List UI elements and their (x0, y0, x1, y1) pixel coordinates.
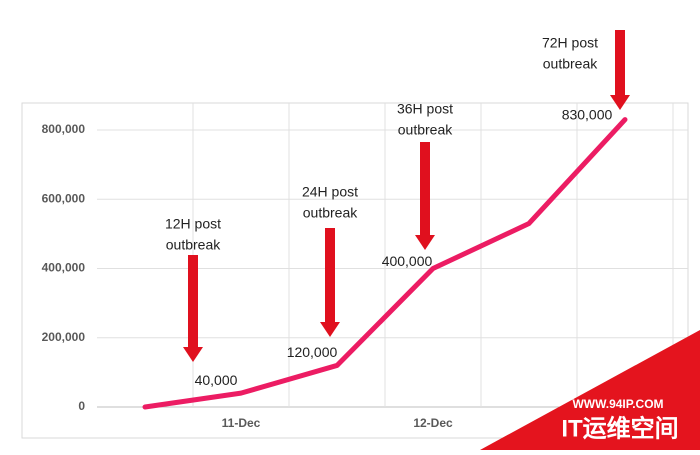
watermark-url: WWW.94IP.COM (572, 397, 663, 411)
watermark-triangle (480, 330, 700, 450)
arrow-head (415, 235, 435, 250)
annotation: outbreak (543, 56, 598, 72)
arrow-shaft (325, 228, 335, 323)
data-line (142, 117, 628, 410)
chart-border (21, 102, 689, 439)
y-tick-label: 600,000 (42, 191, 86, 205)
y-tick-label: 200,000 (42, 330, 86, 344)
annotation: outbreak (303, 205, 358, 221)
value-label: 40,000 (195, 372, 238, 388)
annotation: 36H post (397, 101, 453, 117)
value-label: 120,000 (287, 344, 338, 360)
arrow-head (320, 322, 340, 337)
arrow-head (610, 95, 630, 110)
y-tick-label: 400,000 (42, 261, 86, 275)
value-label: 830,000 (562, 106, 613, 122)
y-tick-label: 0 (78, 399, 85, 413)
y-tick-label: 800,000 (42, 122, 86, 136)
watermark-text: IT运维空间 (561, 414, 678, 442)
x-tick-label: 12-Dec (413, 416, 453, 430)
annotation: 12H post (165, 216, 221, 232)
value-label: 400,000 (382, 253, 433, 269)
arrow-shaft (615, 30, 625, 96)
arrow-shaft (420, 142, 430, 236)
x-tick-label: 11-Dec (222, 416, 261, 430)
annotation: outbreak (398, 122, 453, 138)
arrow-shaft (188, 255, 198, 348)
arrow-head (183, 347, 203, 362)
annotation: 72H post (542, 35, 598, 51)
annotation: 24H post (302, 184, 358, 200)
annotation: outbreak (166, 237, 221, 253)
